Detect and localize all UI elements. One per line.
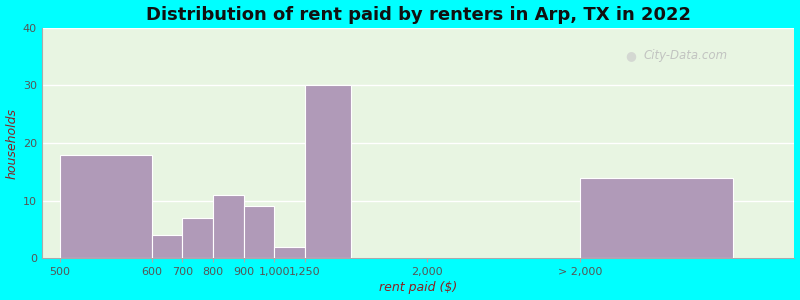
Bar [60,154,152,258]
Title: Distribution of rent paid by renters in Arp, TX in 2022: Distribution of rent paid by renters in … [146,6,690,24]
Bar [274,247,305,258]
Bar [152,235,182,258]
Bar [213,195,244,258]
X-axis label: rent paid ($): rent paid ($) [379,281,458,294]
Bar [244,206,274,258]
Text: City-Data.com: City-Data.com [644,49,728,62]
Text: ●: ● [625,49,636,62]
Y-axis label: households: households [6,108,18,178]
Bar [580,178,734,258]
Bar [182,218,213,258]
Bar [305,85,350,258]
